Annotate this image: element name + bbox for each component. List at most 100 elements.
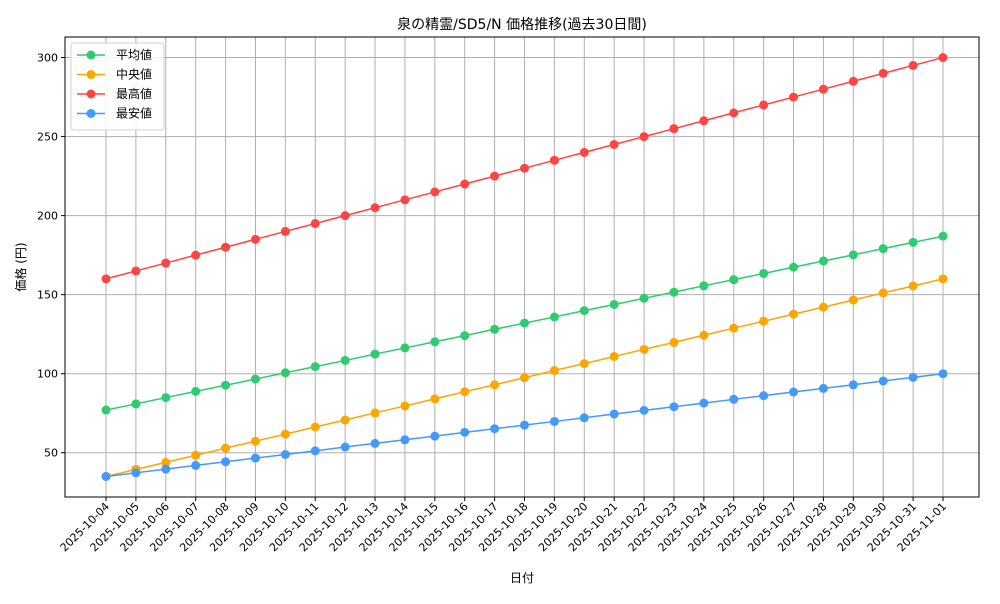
data-point: [579, 359, 589, 369]
y-tick-label: 50: [44, 447, 58, 460]
data-point: [101, 274, 111, 284]
data-point: [789, 92, 799, 102]
data-point: [460, 387, 470, 397]
data-point: [250, 234, 260, 244]
data-point: [191, 450, 201, 460]
data-point: [280, 429, 290, 439]
data-point: [549, 155, 559, 165]
data-point: [131, 266, 141, 276]
data-point: [729, 275, 739, 285]
data-point: [520, 373, 529, 383]
data-point: [609, 409, 619, 419]
data-point: [848, 380, 858, 390]
data-point: [460, 427, 470, 437]
data-point: [579, 306, 589, 316]
series-1: [101, 274, 948, 481]
data-point: [161, 393, 171, 403]
data-point: [430, 187, 440, 197]
data-point: [609, 139, 619, 149]
data-point: [549, 366, 559, 376]
data-point: [878, 244, 888, 254]
data-point: [520, 163, 529, 173]
legend-marker: [86, 50, 96, 60]
data-point: [400, 195, 410, 205]
data-point: [609, 351, 619, 361]
data-point: [669, 402, 679, 412]
data-point: [131, 468, 141, 478]
data-point: [938, 231, 948, 241]
data-point: [221, 457, 231, 467]
data-point: [759, 316, 769, 326]
data-point: [848, 250, 858, 260]
y-tick-label: 100: [37, 368, 58, 381]
data-point: [818, 256, 828, 266]
data-point: [759, 100, 769, 110]
data-point: [221, 242, 231, 252]
data-point: [161, 464, 171, 474]
data-point: [250, 436, 260, 446]
plot-frame: [64, 36, 980, 498]
data-point: [340, 415, 350, 425]
data-point: [699, 398, 709, 408]
y-tick-label: 150: [37, 289, 58, 302]
data-point: [669, 124, 679, 134]
data-point: [310, 362, 320, 372]
data-point: [490, 324, 500, 334]
legend-label: 最安値: [116, 106, 152, 121]
data-point: [729, 108, 739, 118]
data-point: [669, 287, 679, 297]
data-point: [400, 343, 410, 353]
data-point: [460, 179, 470, 189]
legend-label: 最高値: [116, 86, 152, 101]
legend-box: [70, 42, 165, 131]
data-point: [280, 226, 290, 236]
data-point: [340, 355, 350, 365]
y-axis-label: 価格 (円): [13, 242, 28, 291]
data-point: [818, 84, 828, 94]
data-point: [789, 262, 799, 272]
x-axis: 2025-10-042025-10-052025-10-062025-10-07…: [58, 497, 949, 554]
data-point: [310, 219, 320, 229]
data-point: [430, 337, 440, 347]
data-point: [221, 443, 231, 453]
data-point: [639, 405, 649, 415]
data-point: [161, 457, 171, 467]
legend-marker: [86, 70, 96, 79]
data-point: [639, 132, 649, 142]
data-point: [370, 203, 380, 213]
data-point: [639, 293, 649, 303]
data-point: [848, 295, 858, 305]
data-point: [908, 281, 918, 291]
data-point: [340, 442, 350, 452]
legend-marker: [86, 109, 96, 118]
y-axis: 50 100 150 200 250 300: [37, 52, 65, 460]
data-point: [370, 438, 380, 448]
data-point: [549, 312, 559, 322]
data-point: [490, 171, 500, 181]
y-tick-label: 250: [37, 131, 58, 144]
data-point: [520, 420, 529, 430]
data-point: [699, 281, 709, 291]
data-point: [310, 446, 320, 456]
data-point: [549, 416, 559, 426]
data-point: [250, 374, 260, 384]
data-point: [400, 435, 410, 445]
data-point: [370, 408, 380, 418]
data-point: [699, 116, 709, 126]
data-point: [759, 391, 769, 401]
data-point: [789, 309, 799, 319]
data-point: [191, 250, 201, 260]
data-point: [669, 337, 679, 347]
data-point: [191, 386, 201, 396]
data-point: [579, 413, 589, 423]
data-point: [101, 405, 111, 415]
data-point: [818, 302, 828, 312]
data-point: [848, 76, 858, 86]
chart-title: 泉の精霊/SD5/N 価格推移(過去30日間): [397, 16, 647, 33]
data-point: [161, 258, 171, 268]
data-point: [908, 237, 918, 247]
data-point: [490, 380, 500, 390]
series-3: [101, 369, 948, 481]
